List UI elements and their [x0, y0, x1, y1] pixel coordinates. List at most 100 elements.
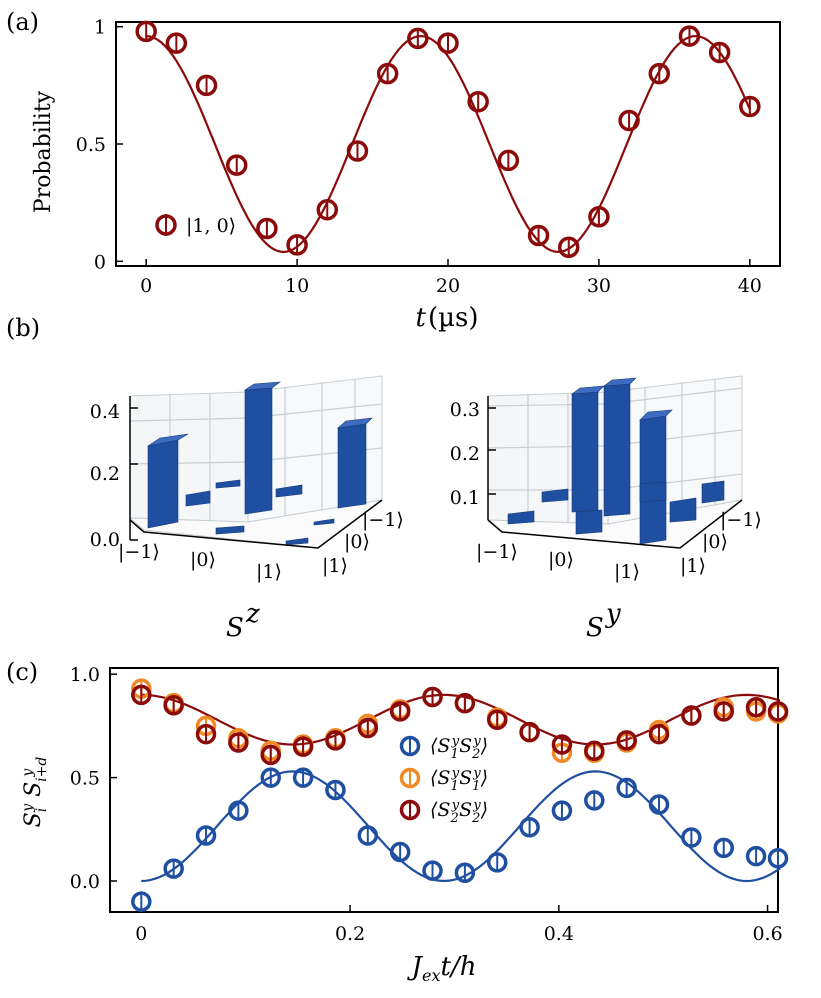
a-point-14	[557, 236, 580, 258]
c-s0-point-9	[422, 860, 443, 881]
panel-c-ylabel: Siy Si+dy	[20, 757, 50, 828]
a-ytick-label-0: 0	[94, 251, 106, 273]
a-point-11	[467, 91, 489, 113]
sz-title-sup: z	[245, 599, 260, 629]
svg-text:Jext/h: Jext/h	[407, 952, 477, 985]
c-s2-point-2	[195, 723, 217, 745]
panel-a-xlabel-var: t	[416, 303, 427, 333]
c-s2-point-5	[292, 736, 314, 757]
sz-bar-6	[275, 484, 303, 498]
sy-col-label-0: |1⟩	[680, 555, 706, 577]
c-s0-point-3	[228, 800, 249, 821]
c-ytick-label-2: 1.0	[70, 664, 100, 686]
legend-a-marker	[155, 214, 177, 236]
panel-label-c: (c)	[6, 658, 38, 686]
c-s2-point-14	[584, 740, 605, 761]
c-s0-point-7	[357, 825, 379, 846]
sz-bar-3-top	[337, 417, 373, 429]
sy-row-label-0: |−1⟩	[476, 541, 518, 563]
a-point-4	[256, 217, 278, 240]
c-s2-point-17	[681, 705, 702, 726]
c-s2-point-20	[767, 701, 789, 722]
sy-bar-7	[639, 481, 667, 503]
c-s2-point-18	[713, 701, 734, 722]
a-point-15	[588, 205, 610, 228]
c-ytick-label-0: 0.0	[70, 871, 100, 893]
sz-bar-1-top	[147, 433, 189, 447]
c-fit-blue	[141, 770, 781, 883]
sz-bar-9	[313, 518, 335, 526]
c-ytick-label-1: 0.5	[70, 768, 100, 790]
c-s2-point-11	[486, 709, 508, 730]
sy-ztick-1: 0.2	[450, 443, 480, 465]
c-s0-point-10	[454, 862, 476, 883]
panel-c-chart: Siy Si+dy Jext/h ⟨S1yS2y⟩ ⟨S1yS1y⟩ ⟨S2yS…	[20, 664, 789, 985]
c-s0-point-8	[389, 841, 411, 863]
sz-bar-2	[244, 387, 273, 515]
sy-row-label-2: |1⟩	[614, 561, 640, 583]
sz-bar-1	[147, 439, 179, 529]
a-point-10	[437, 32, 459, 54]
sy-bar-4	[541, 488, 569, 503]
sy-title-base: S	[586, 613, 604, 643]
sy-bar-9	[701, 480, 725, 504]
a-xtick-label-3: 30	[587, 275, 611, 297]
sz-row-label-1: |0⟩	[190, 549, 216, 571]
legend-c-marker-1	[399, 767, 421, 789]
c-s0-point-17	[681, 827, 702, 848]
legend-c-marker-2	[399, 799, 421, 821]
a-xtick-label-1: 10	[285, 275, 309, 297]
c-s0-point-15	[616, 777, 637, 799]
svg-text:Siy Si+dy: Siy Si+dy	[20, 757, 50, 828]
sy-bar-5	[507, 510, 535, 525]
sz-ztick-0: 0.0	[90, 529, 120, 551]
a-point-3	[225, 154, 248, 176]
c-s2-point-10	[454, 692, 476, 714]
sy-bar-1	[571, 391, 599, 513]
panel-c-xlabel: Jext/h	[407, 952, 477, 985]
c-s0-point-19	[745, 845, 767, 867]
a-point-20	[739, 95, 761, 118]
sy-col-label-2: |−1⟩	[720, 509, 762, 531]
sz-ztick-2: 0.4	[90, 401, 120, 423]
a-point-17	[648, 62, 671, 85]
c-s2-point-6	[325, 730, 346, 751]
sz-col-label-2: |−1⟩	[362, 509, 404, 531]
sy-bar-8	[669, 497, 697, 523]
a-point-9	[407, 27, 429, 50]
c-s2-point-12	[519, 721, 540, 743]
c-s2-point-13	[551, 734, 573, 755]
panel-a-ylabel: Probability	[31, 90, 56, 213]
a-point-19	[708, 41, 731, 64]
a-xtick-label-4: 40	[738, 275, 762, 297]
panel-c-frame	[109, 667, 779, 913]
c-s0-point-4	[260, 767, 281, 788]
c-s2-point-1	[163, 694, 184, 716]
a-ytick-label-2: 1	[94, 17, 106, 39]
c-s0-point-16	[648, 794, 670, 815]
sz-title-base: S	[226, 613, 244, 643]
a-point-18	[678, 25, 701, 47]
sz-base-axes	[129, 499, 383, 549]
sz-bar-4	[185, 490, 211, 507]
a-point-13	[527, 224, 550, 247]
sz-bar-8	[285, 537, 309, 546]
a-point-5	[286, 234, 308, 256]
c-s2-point-0	[131, 684, 152, 706]
sy-bar-2-top	[602, 377, 637, 387]
a-point-8	[376, 62, 399, 85]
sz-ztick-1: 0.2	[90, 463, 120, 485]
c-s0-point-0	[131, 891, 152, 912]
c-s0-point-6	[325, 779, 346, 801]
c-s2-point-3	[228, 732, 249, 753]
sz-bar-3	[337, 423, 367, 509]
sz-bar-7	[215, 525, 245, 535]
c-xtick-label-2: 0.4	[544, 923, 574, 945]
legend-a-label: |1, 0⟩	[186, 215, 236, 237]
c-s0-point-13	[551, 800, 573, 821]
a-fit-curve	[146, 34, 751, 254]
sy-base-axes	[487, 499, 743, 549]
c-s0-point-1	[163, 858, 184, 879]
c-s2-point-9	[422, 686, 443, 708]
c-s2-point-7	[357, 717, 379, 739]
